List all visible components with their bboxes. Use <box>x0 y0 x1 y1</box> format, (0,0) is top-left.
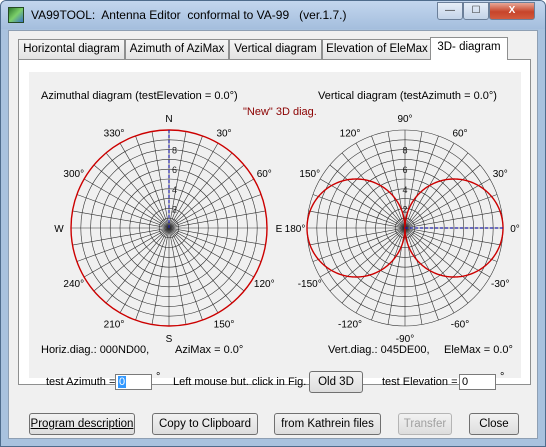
right-angle-label: -30° <box>491 279 509 290</box>
polar-plots[interactable]: N 30° 60° E 120° 150° S 210° 240° W 300° 330° 0° 30° 6… <box>29 72 521 378</box>
tab-3d-diagram[interactable]: 3D- diagram <box>430 37 508 60</box>
close-button[interactable]: Close <box>469 413 519 435</box>
right-angle-label: -90° <box>396 334 414 345</box>
new-3d-diag-label[interactable]: "New" 3D diag. <box>243 106 317 118</box>
right-angle-label: 120° <box>340 129 361 140</box>
maximize-button[interactable]: ☐ <box>463 2 489 20</box>
program-description-button[interactable]: Program description <box>29 413 135 435</box>
left-angle-label: 150° <box>214 319 235 330</box>
left-angle-label: N <box>165 114 172 125</box>
left-angle-label: 60° <box>257 169 272 180</box>
left-scale-label: 2 <box>172 204 177 214</box>
test-elevation-label: test Elevation = <box>382 376 458 388</box>
right-angle-label: 0° <box>510 224 520 235</box>
azimuth-degree-symbol: ° <box>156 371 161 383</box>
left-scale-label: 4 <box>172 185 177 195</box>
close-window-button[interactable]: X <box>489 2 535 20</box>
right-scale-label: 6 <box>402 165 407 175</box>
left-scale-label: 8 <box>172 146 177 156</box>
left-angle-label: E <box>276 224 283 235</box>
app-icon <box>8 7 24 23</box>
left-angle-label: 300° <box>63 169 84 180</box>
test-azimuth-label: test Azimuth = <box>46 376 116 388</box>
right-angle-label: 60° <box>452 129 467 140</box>
left-angle-label: 240° <box>63 279 84 290</box>
right-angle-label: -60° <box>451 319 469 330</box>
right-angle-label: 90° <box>397 114 412 125</box>
elevation-degree-symbol: ° <box>500 371 505 383</box>
left-plot-heading: Azimuthal diagram (testElevation = 0.0°) <box>41 90 238 102</box>
test-azimuth-input[interactable]: 0 <box>115 374 152 390</box>
test-azimuth-value: 0 <box>118 376 127 388</box>
click-hint: Left mouse but. click in Fig. <box>173 376 307 388</box>
window-title: VA99TOOL: Antenna Editor conformal to VA… <box>31 8 347 22</box>
left-angle-label: W <box>54 224 64 235</box>
test-elevation-input[interactable]: 0 <box>459 374 496 390</box>
right-scale-label: 2 <box>402 204 407 214</box>
left-angle-label: 120° <box>254 279 275 290</box>
tab-elevation-of-elemax[interactable]: Elevation of EleMax <box>322 39 432 59</box>
tab-azimuth-of-azimax[interactable]: Azimuth of AziMax <box>125 39 229 59</box>
elevation-pattern-lobe-left <box>306 178 406 278</box>
copy-to-clipboard-button[interactable]: Copy to Clipboard <box>152 413 258 435</box>
tab-vertical-diagram[interactable]: Vertical diagram <box>229 39 322 59</box>
right-angle-label: -150° <box>298 279 322 290</box>
left-angle-label: 30° <box>216 129 231 140</box>
tab-panel: N 30° 60° E 120° 150° S 210° 240° W 300° 330° 0° 30° 6… <box>18 59 531 385</box>
plot-area[interactable]: N 30° 60° E 120° 150° S 210° 240° W 300° 330° 0° 30° 6… <box>29 72 521 378</box>
test-elevation-value: 0 <box>462 376 469 388</box>
transfer-button[interactable]: Transfer <box>398 413 452 435</box>
right-plot-heading: Vertical diagram (testAzimuth = 0.0°) <box>318 90 497 102</box>
right-footer-max: EleMax = 0.0° <box>444 344 513 356</box>
left-angle-label: 210° <box>104 319 125 330</box>
right-angle-label: -120° <box>338 319 362 330</box>
right-angle-label: 150° <box>299 169 320 180</box>
old-3d-button[interactable]: Old 3D <box>309 371 363 393</box>
program-description-label: Program description <box>30 418 134 430</box>
title-bar[interactable]: VA99TOOL: Antenna Editor conformal to VA… <box>1 1 545 29</box>
left-footer-diag: Horiz.diag.: 000ND00, <box>41 344 150 356</box>
left-angle-label: 330° <box>104 129 125 140</box>
client-area: Horizontal diagram Azimuth of AziMax Ver… <box>8 30 538 439</box>
from-kathrein-files-button[interactable]: from Kathrein files <box>274 413 381 435</box>
right-footer-diag: Vert.diag.: 045DE00, <box>328 344 430 356</box>
right-angle-label: 180° <box>285 224 306 235</box>
right-angle-label: 30° <box>493 169 508 180</box>
left-scale-label: 6 <box>172 165 177 175</box>
minimize-button[interactable]: — <box>437 2 463 20</box>
right-scale-label: 8 <box>402 146 407 156</box>
right-scale-label: 4 <box>402 185 407 195</box>
left-footer-max: AziMax = 0.0° <box>175 344 244 356</box>
tab-horizontal-diagram[interactable]: Horizontal diagram <box>18 39 125 59</box>
left-angle-label: S <box>166 334 173 345</box>
